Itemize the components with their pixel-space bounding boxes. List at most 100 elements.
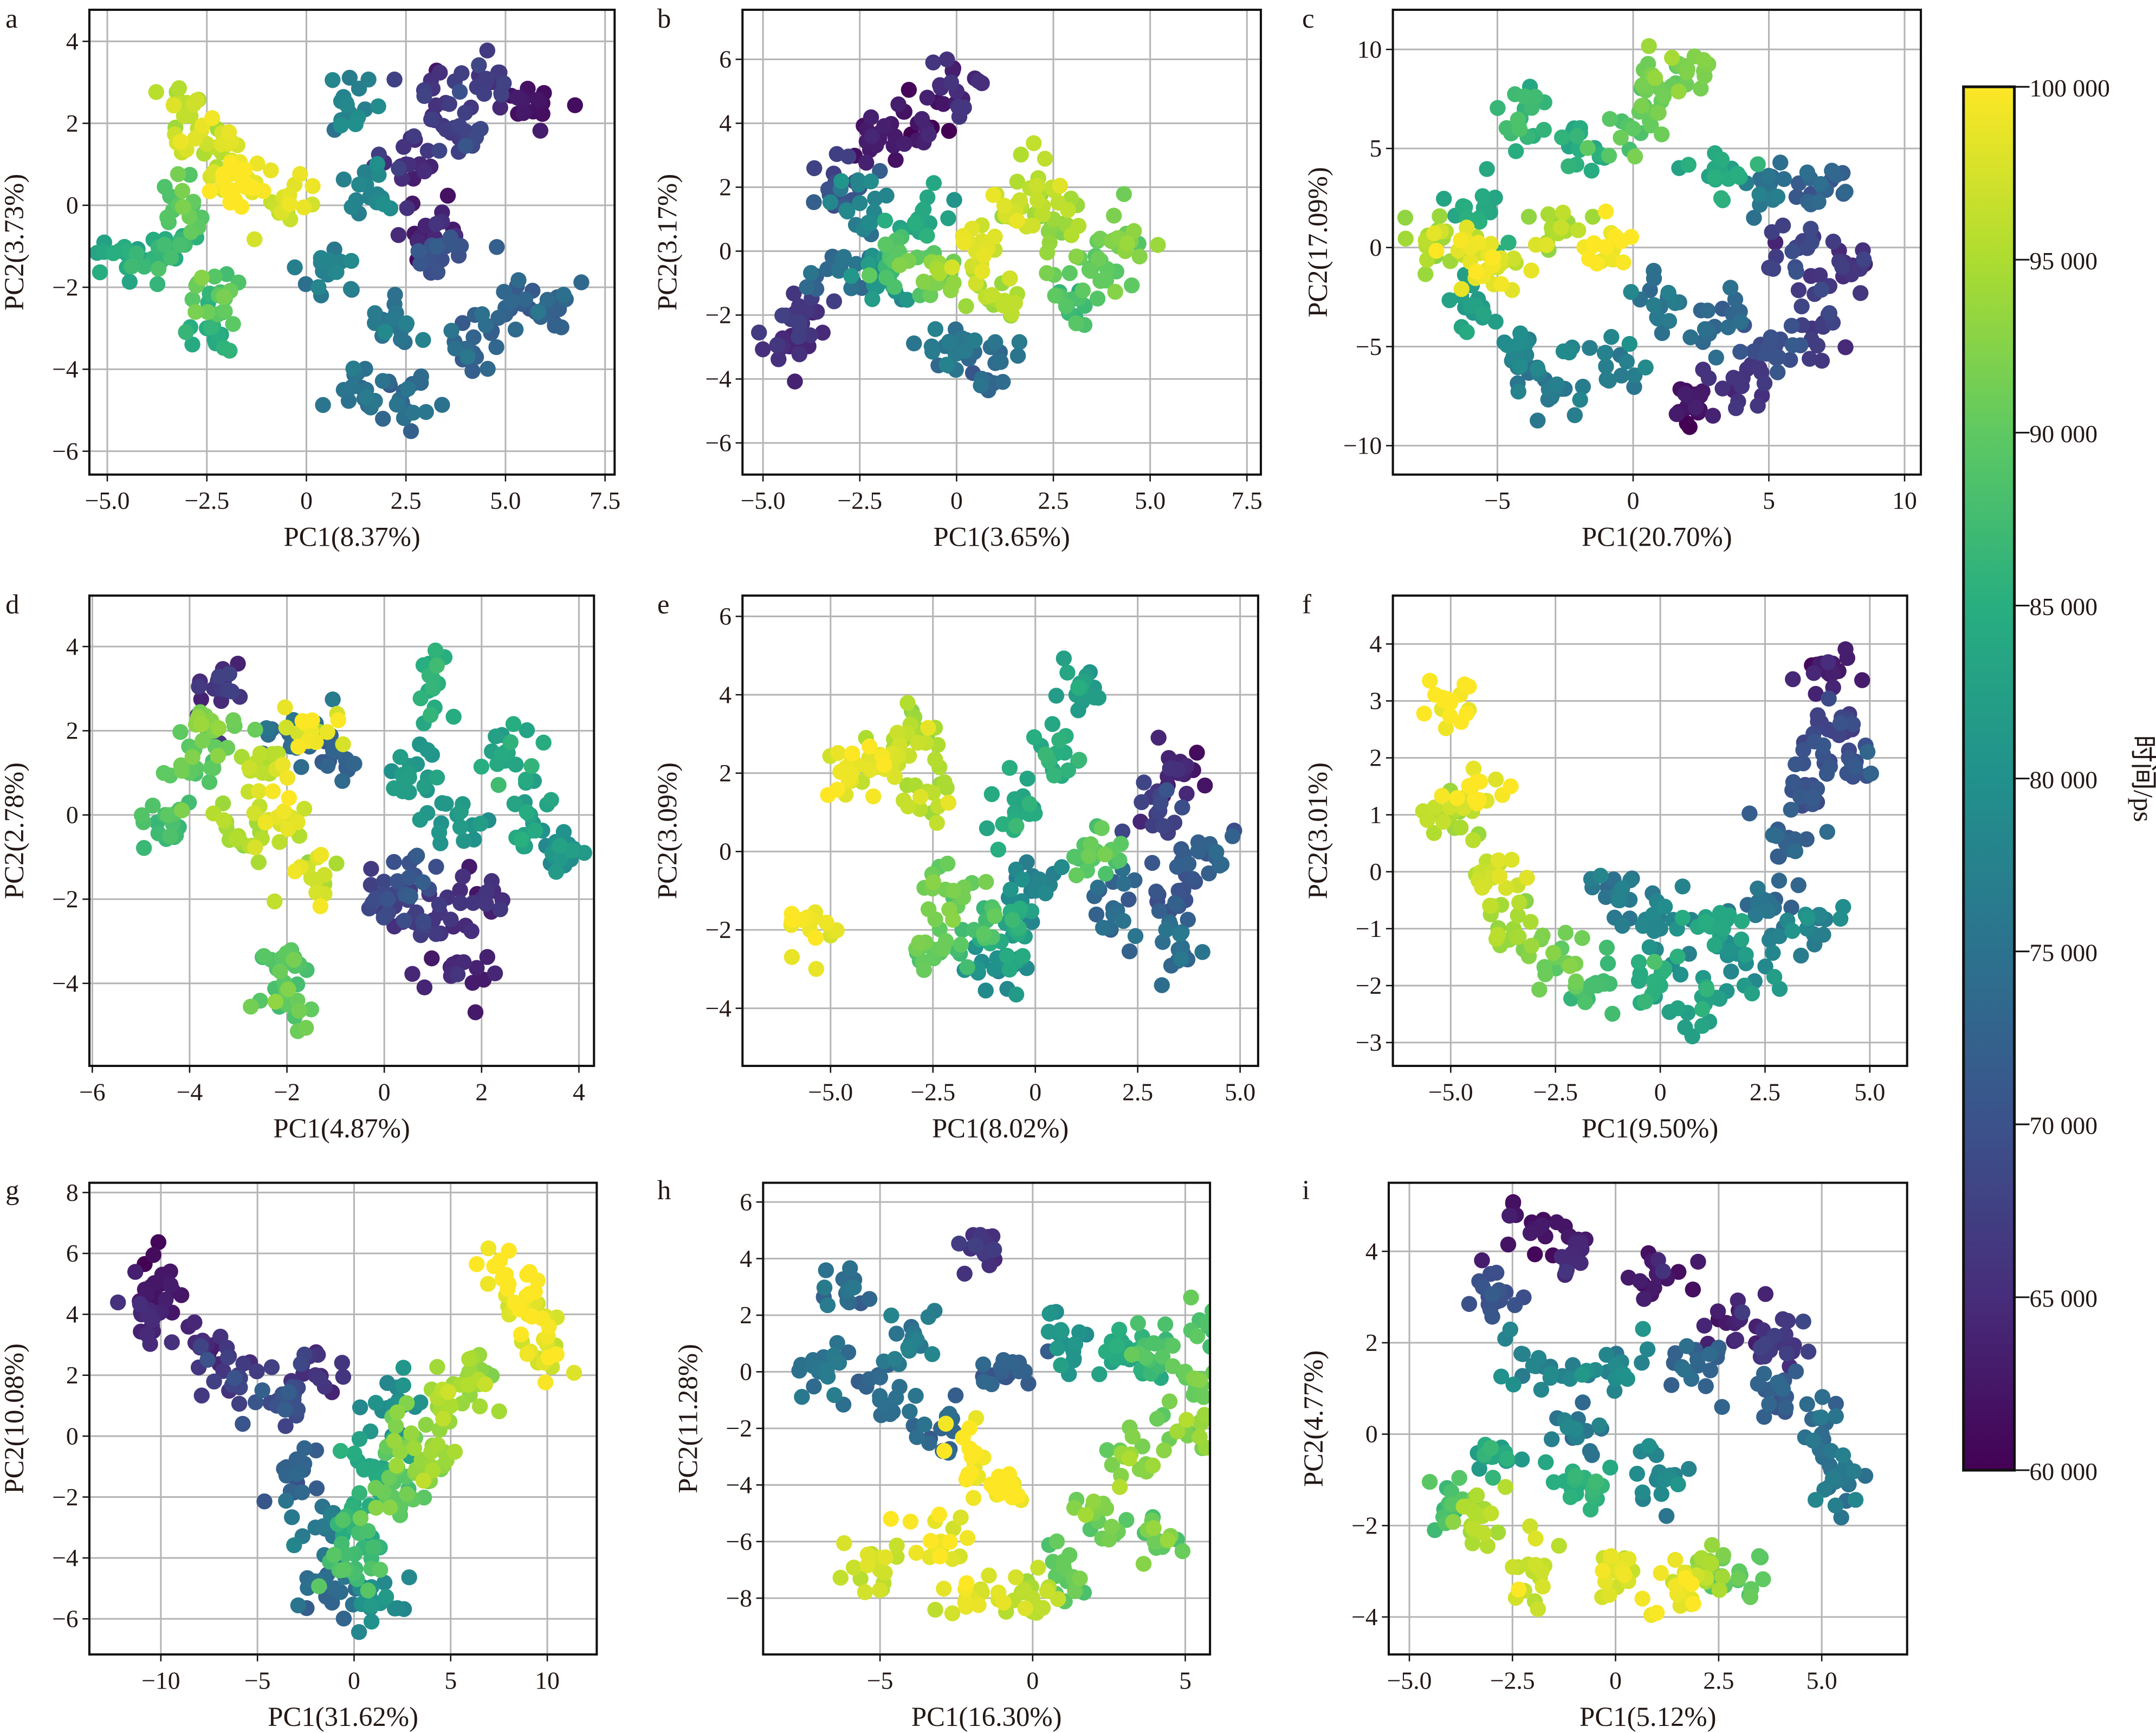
scatter-point [1765,261,1782,277]
scatter-point [415,874,431,890]
scatter-point [523,758,540,774]
scatter-point [1538,237,1555,253]
scatter-point [959,959,975,975]
scatter-point [193,1387,210,1404]
scatter-point [1131,248,1148,265]
scatter-point [433,251,450,268]
scatter-point [1438,720,1454,736]
colorbar-tick-label: 75 000 [2030,939,2098,966]
scatter-point [814,325,831,341]
y-tick-label: 2 [1369,744,1382,772]
scatter-point [1704,1537,1720,1553]
scatter-point [1684,1576,1700,1592]
scatter-point [1639,1341,1656,1357]
scatter-point [839,203,856,220]
scatter-point [1732,314,1749,330]
scatter-point [1474,880,1491,896]
scatter-point [1179,786,1195,802]
scatter-point [852,195,868,211]
scatter-point [1653,1565,1669,1581]
scatter-point [878,269,895,286]
scatter-point [1696,1317,1713,1334]
scatter-point [1833,1509,1849,1526]
scatter-point [1758,346,1775,362]
scatter-point [1685,1595,1701,1612]
scatter-point [506,796,523,812]
scatter-point [1488,1264,1505,1281]
scatter-point [975,926,992,942]
scatter-point [1048,1533,1065,1550]
scatter-point [221,665,237,682]
y-tick-label: 4 [66,632,79,660]
scatter-point [806,194,822,210]
scatter-point [189,92,205,108]
scatter-point [1066,849,1083,865]
scatter-point [1750,397,1766,414]
scatter-point [798,302,815,319]
scatter-point [225,712,242,728]
scatter-point [1183,1289,1199,1306]
scatter-point [1453,232,1469,248]
scatter-point [249,1363,265,1380]
scatter-point [1635,917,1651,934]
scatter-point [1835,1447,1851,1464]
scatter-point [1153,794,1169,811]
scatter-point [1603,1548,1620,1564]
scatter-point [567,97,583,113]
axes-frame [762,1181,1212,1656]
scatter-point [170,166,186,183]
scatter-point [517,291,534,308]
scatter-point [996,197,1013,214]
scatter-point [1434,787,1450,804]
scatter-point [974,263,990,280]
scatter-point [1190,843,1207,859]
scatter-point [1690,1253,1706,1270]
scatter-point [1530,1601,1546,1618]
scatter-point [1471,214,1488,230]
scatter-point [1465,832,1481,849]
scatter-point [1803,234,1820,250]
scatter-point [1808,686,1824,702]
scatter-point [1572,1234,1589,1251]
scatter-point [968,275,984,292]
scatter-point [1655,88,1672,105]
scatter-point [1837,184,1854,200]
y-tick-label: 6 [740,1188,752,1215]
scatter-point [1625,120,1641,137]
scatter-point [1646,973,1662,990]
scatter-point [1824,163,1840,179]
scatter-point [1150,729,1167,746]
scatter-point [1680,1461,1697,1477]
scatter-point [1487,771,1504,788]
scatter-point [401,1569,417,1586]
scatter-points [89,42,590,439]
axes-frame [1387,1181,1908,1656]
scatter-point [144,1312,160,1328]
scatter-point [1672,966,1689,983]
scatter-point [490,309,507,326]
subplot-b: b −5.0 −2.5 0 2.5 5.0 7.5 −6 −4 −2 0 2 4 6 PC1(3.65%) P… [652,3,1262,552]
scatter-point [286,952,302,968]
colorbar: 100 000 95 000 90 000 85 000 80 000 75 000 70 … [1962,74,2156,1485]
scatter-point [1059,664,1076,681]
scatter-point [1714,1568,1731,1585]
scatter-point [1077,1506,1094,1523]
scatter-point [843,280,859,296]
scatter-point [1577,994,1594,1011]
scatter-point [1575,1394,1591,1411]
scatter-point [1699,302,1716,319]
scatter-point [1538,1454,1554,1471]
y-tick-label: −4 [705,365,731,393]
scatter-point [1162,760,1178,777]
scatter-point [1416,706,1432,722]
scatter-point [304,712,320,728]
scatter-point [360,1582,377,1599]
x-tick-label: −4 [177,1078,203,1105]
scatter-point [281,1384,297,1401]
scatter-point [1793,947,1809,964]
scatter-point [1750,880,1766,897]
scatter-point [344,199,360,215]
scatter-point [818,1262,834,1278]
scatter-point [1172,926,1188,942]
y-tick-label: −2 [726,1414,753,1442]
